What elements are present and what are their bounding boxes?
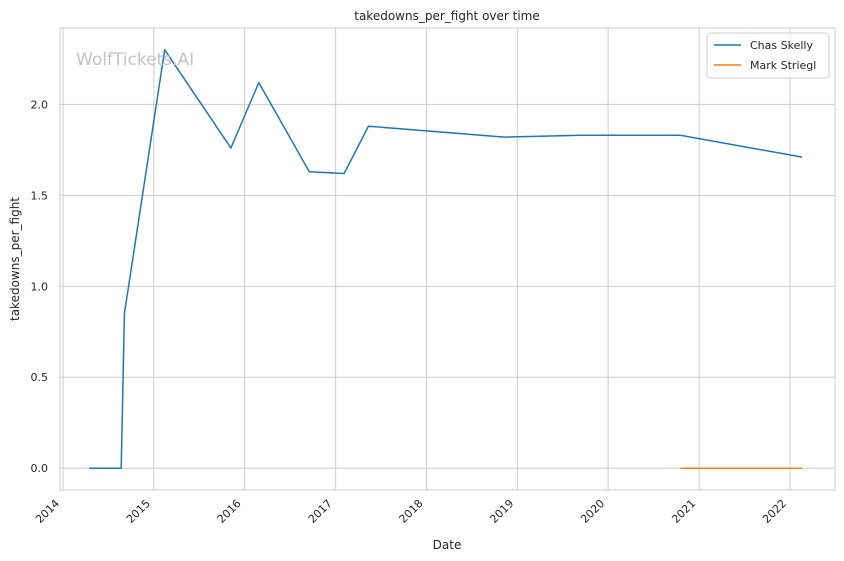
y-tick-label: 0.5 [31, 371, 49, 384]
y-tick-label: 1.5 [31, 189, 49, 202]
plot-frame [59, 27, 836, 491]
legend-label-mark-striegl: Mark Striegl [750, 59, 816, 72]
chart-title: takedowns_per_fight over time [354, 9, 540, 23]
x-axis-label: Date [433, 538, 462, 552]
series-line-chas-skelly [89, 49, 803, 469]
y-axis-label: takedowns_per_fight [8, 197, 22, 321]
plot-background [60, 28, 835, 490]
y-tick-label: 2.0 [31, 98, 49, 111]
y-tick-label: 0.0 [31, 462, 49, 475]
legend-label-chas-skelly: Chas Skelly [750, 39, 813, 52]
legend: Chas Skelly Mark Striegl [706, 32, 830, 79]
y-axis-tick-labels: 0.0 0.5 1.0 1.5 2.0 [31, 98, 49, 475]
watermark: WolfTickets.AI [76, 50, 194, 70]
series-lines [89, 49, 803, 469]
y-tick-label: 1.0 [31, 280, 49, 293]
